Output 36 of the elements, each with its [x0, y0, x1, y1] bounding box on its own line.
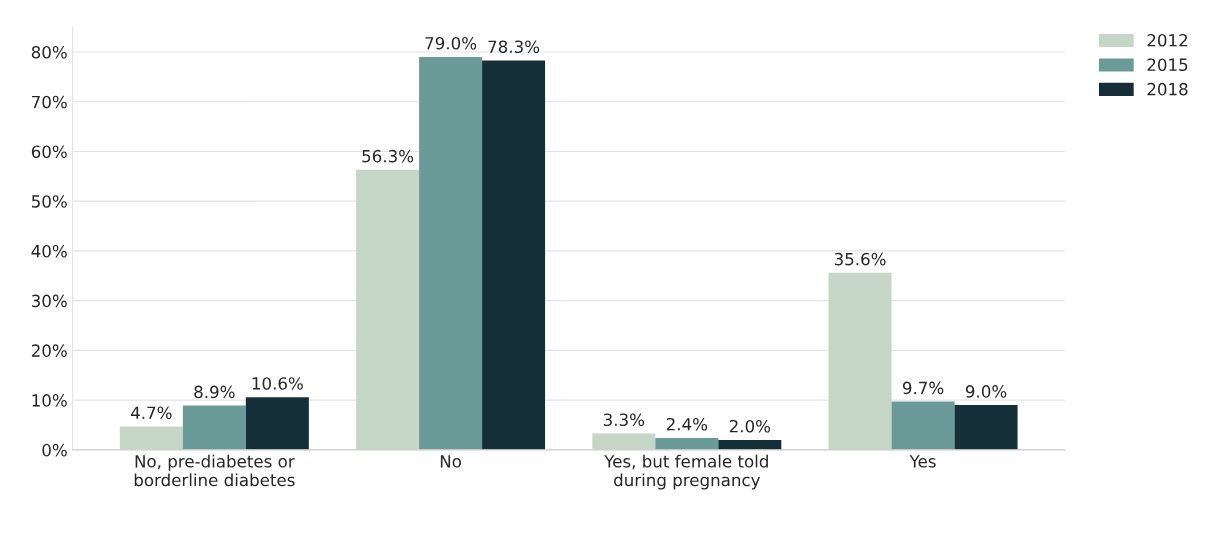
- data-label: 9.0%: [965, 385, 1007, 398]
- data-label: 2.4%: [666, 417, 708, 431]
- x-tick-label: No: [440, 455, 461, 468]
- y-tick-label: 80%: [31, 45, 67, 59]
- data-label: 9.7%: [902, 381, 944, 395]
- data-label: 78.3%: [488, 40, 540, 54]
- y-tick-label: 70%: [32, 95, 67, 109]
- y-tick-label: 50%: [31, 195, 67, 208]
- legend-label: 2015: [1147, 58, 1188, 72]
- bar: [245, 397, 309, 450]
- y-tick-label: 30%: [31, 294, 67, 308]
- legend-label: 2012: [1147, 33, 1188, 47]
- legend-label: 2018: [1147, 82, 1188, 96]
- data-label: 35.6%: [834, 252, 886, 266]
- bar: [655, 437, 719, 450]
- data-label: 10.6%: [252, 377, 303, 390]
- y-tick-label: 60%: [31, 145, 67, 159]
- data-label: 3.3%: [603, 413, 645, 427]
- data-label: 79.0%: [425, 36, 477, 50]
- bar: [419, 56, 483, 450]
- bar: [891, 401, 955, 450]
- data-label: 2.0%: [729, 419, 771, 433]
- data-label: 56.3%: [362, 149, 414, 163]
- bar: [482, 60, 546, 450]
- data-label: 4.7%: [130, 406, 172, 420]
- y-tick-label: 20%: [31, 344, 67, 357]
- data-label: 8.9%: [194, 385, 235, 399]
- y-tick-label: 40%: [31, 244, 67, 258]
- x-tick-label: Yes, but female told during pregnancy: [604, 454, 768, 490]
- x-tick-label: Yes: [909, 455, 936, 468]
- bar: [718, 439, 782, 450]
- x-tick-label: No, pre-diabetes or borderline diabetes: [134, 454, 295, 487]
- y-tick-label: 0%: [42, 443, 67, 457]
- bar: [182, 405, 246, 450]
- y-tick-label: 10%: [32, 394, 67, 407]
- bar: [954, 405, 1018, 450]
